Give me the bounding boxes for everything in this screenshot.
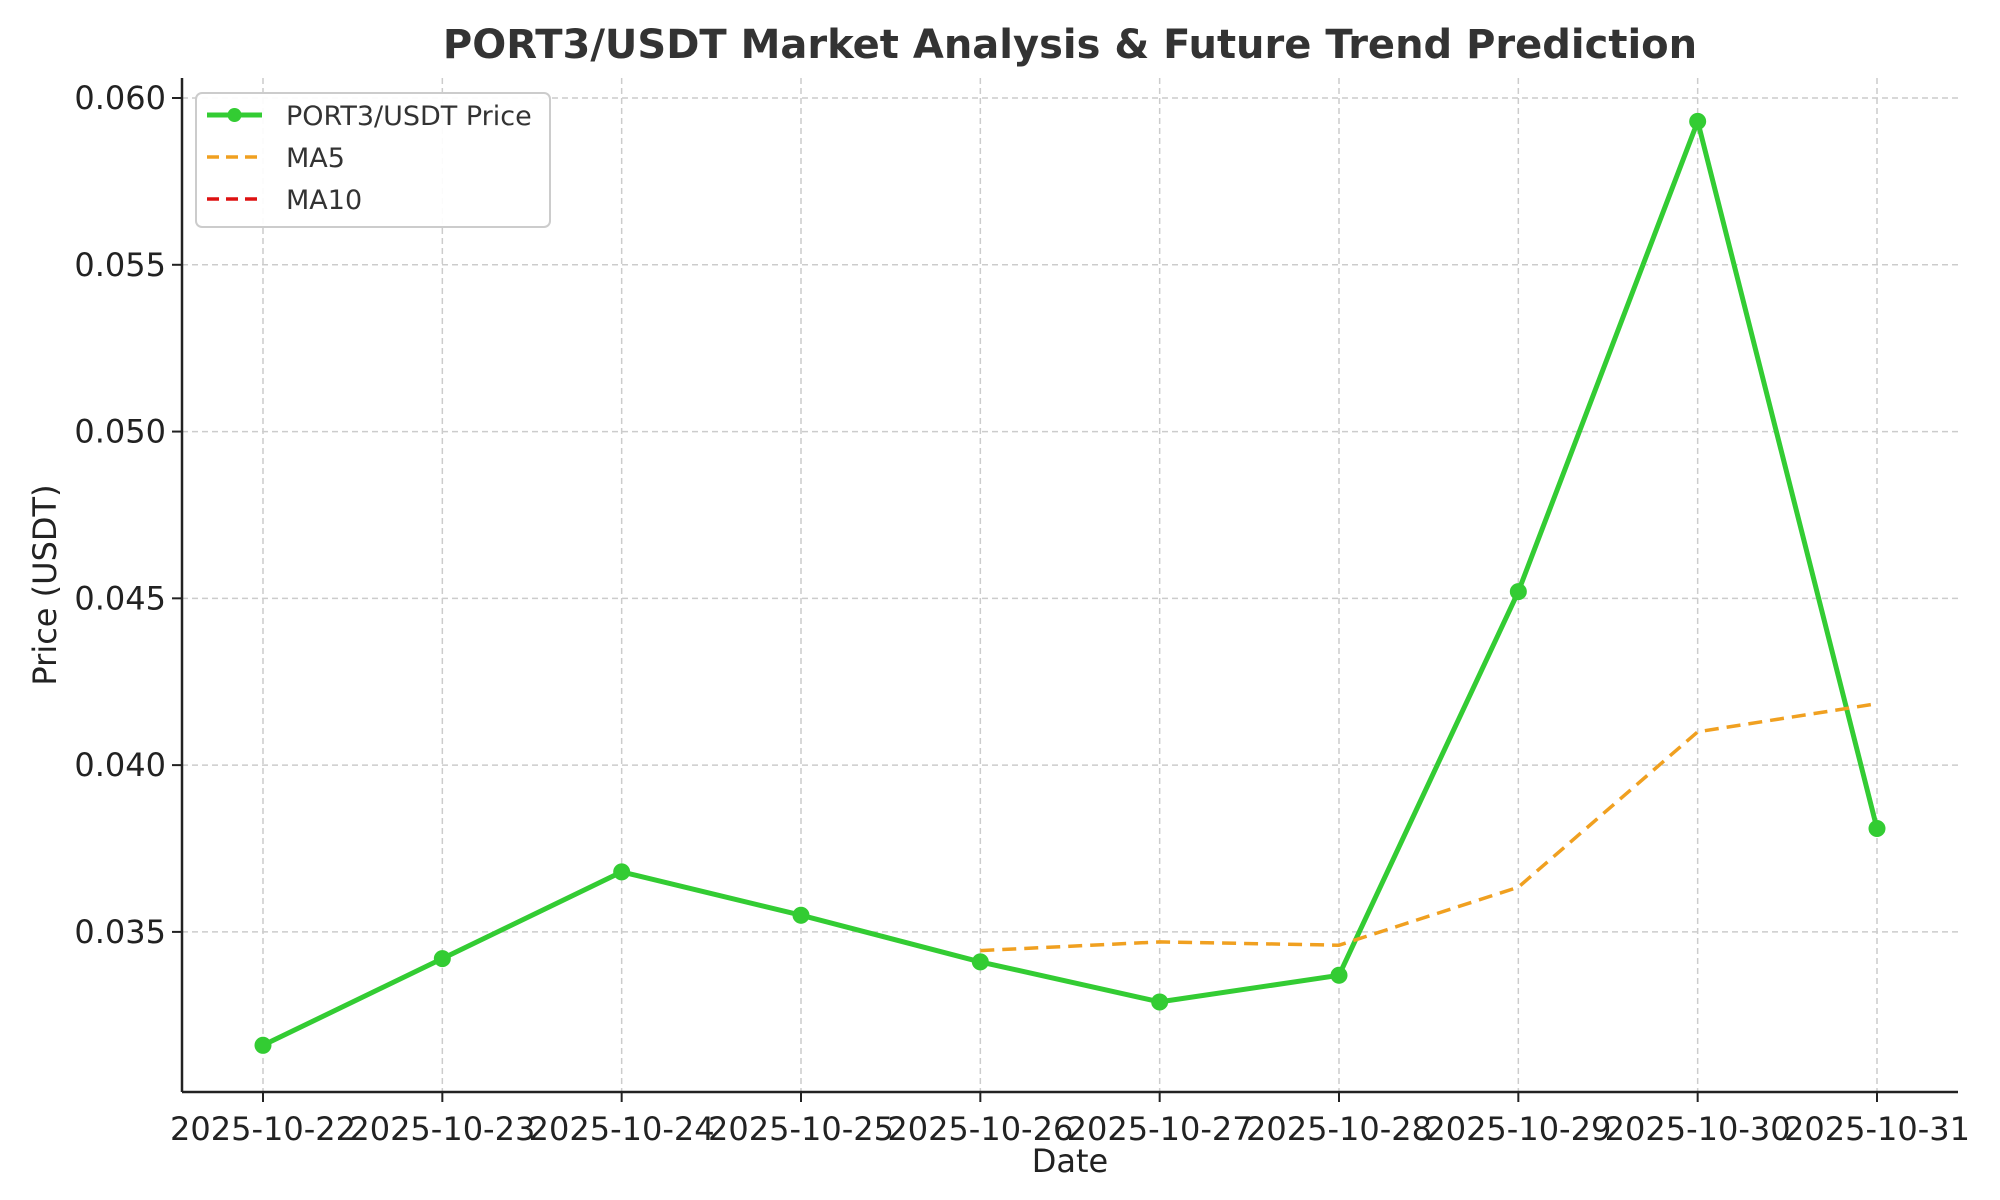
- x-axis-label: Date: [1032, 1142, 1108, 1180]
- data-point: [1868, 819, 1886, 837]
- grid-lines: [182, 78, 1958, 1092]
- legend: PORT3/USDT Price MA5 MA10: [195, 92, 551, 228]
- x-tick-label: 2025-10-23: [349, 1110, 535, 1148]
- y-tick-label: 0.055: [74, 246, 166, 284]
- series-line-port3-usdt-price: [261, 118, 1880, 1048]
- x-tick-label: 2025-10-30: [1605, 1110, 1791, 1148]
- data-point: [1509, 583, 1527, 601]
- legend-box: [195, 92, 551, 228]
- x-tick-label: 2025-10-31: [1784, 1110, 1970, 1148]
- tick-labels: 2025-10-222025-10-232025-10-242025-10-25…: [74, 79, 1970, 1148]
- x-tick-label: 2025-10-25: [708, 1110, 894, 1148]
- x-tick-label: 2025-10-28: [1246, 1110, 1432, 1148]
- y-tick-label: 0.035: [74, 913, 166, 951]
- data-point: [433, 950, 451, 968]
- data-point: [254, 1036, 272, 1054]
- chart-title: PORT3/USDT Market Analysis & Future Tren…: [443, 22, 1697, 68]
- y-axis-label: Price (USDT): [26, 484, 64, 685]
- data-point: [1689, 112, 1707, 130]
- legend-label: MA5: [286, 143, 345, 174]
- series-line-ma5: [980, 701, 1878, 953]
- legend-label: PORT3/USDT Price: [286, 101, 532, 132]
- data-point: [792, 906, 810, 924]
- y-tick-label: 0.050: [74, 413, 166, 451]
- y-tick-label: 0.040: [74, 746, 166, 784]
- data-point: [971, 953, 989, 971]
- legend-label: MA10: [286, 185, 362, 216]
- x-tick-label: 2025-10-27: [1067, 1110, 1253, 1148]
- axes: [180, 78, 1958, 1094]
- x-tick-label: 2025-10-24: [529, 1110, 715, 1148]
- x-tick-label: 2025-10-26: [887, 1110, 1073, 1148]
- legend-marker: [227, 108, 242, 122]
- series-layer: [254, 112, 1886, 1054]
- x-tick-label: 2025-10-29: [1425, 1110, 1611, 1148]
- data-point: [1330, 966, 1348, 984]
- data-point: [613, 863, 631, 881]
- legend-entries: PORT3/USDT Price MA5 MA10: [207, 101, 532, 216]
- y-tick-label: 0.060: [74, 79, 166, 117]
- data-point: [1151, 993, 1169, 1011]
- y-tick-label: 0.045: [74, 579, 166, 617]
- x-tick-label: 2025-10-22: [170, 1110, 356, 1148]
